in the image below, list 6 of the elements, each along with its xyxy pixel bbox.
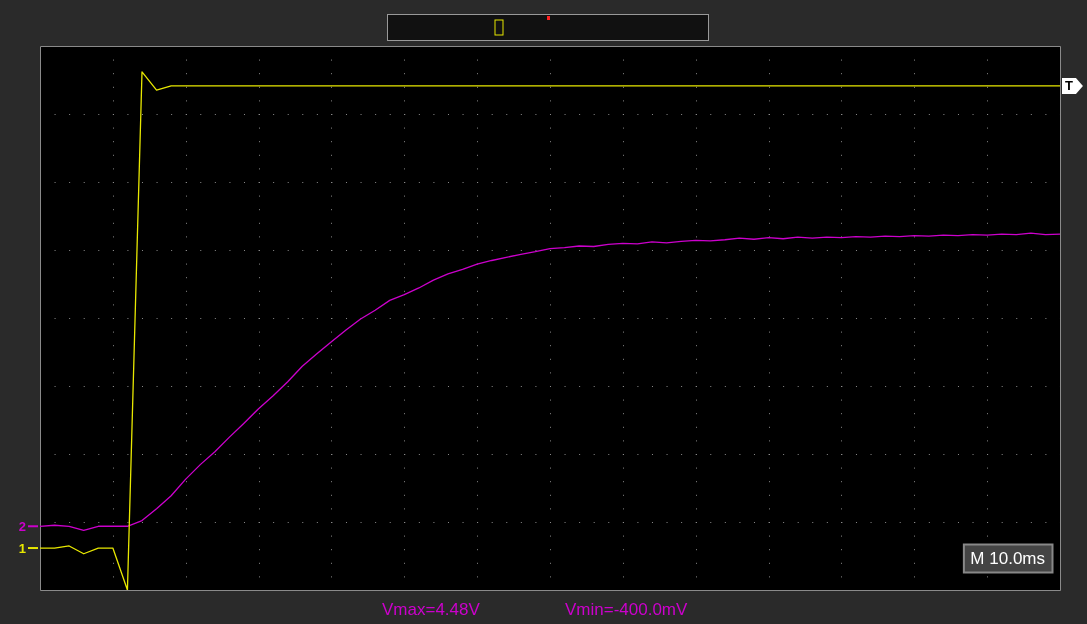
text: Vmin=-400.0mV [565,599,689,619]
legend-label: 1 [18,540,26,556]
text: T [1065,78,1073,94]
annotation: M 10.0ms [970,548,1046,568]
text: Vmax=4.48V [382,599,481,619]
legend-label: 2 [18,518,26,534]
